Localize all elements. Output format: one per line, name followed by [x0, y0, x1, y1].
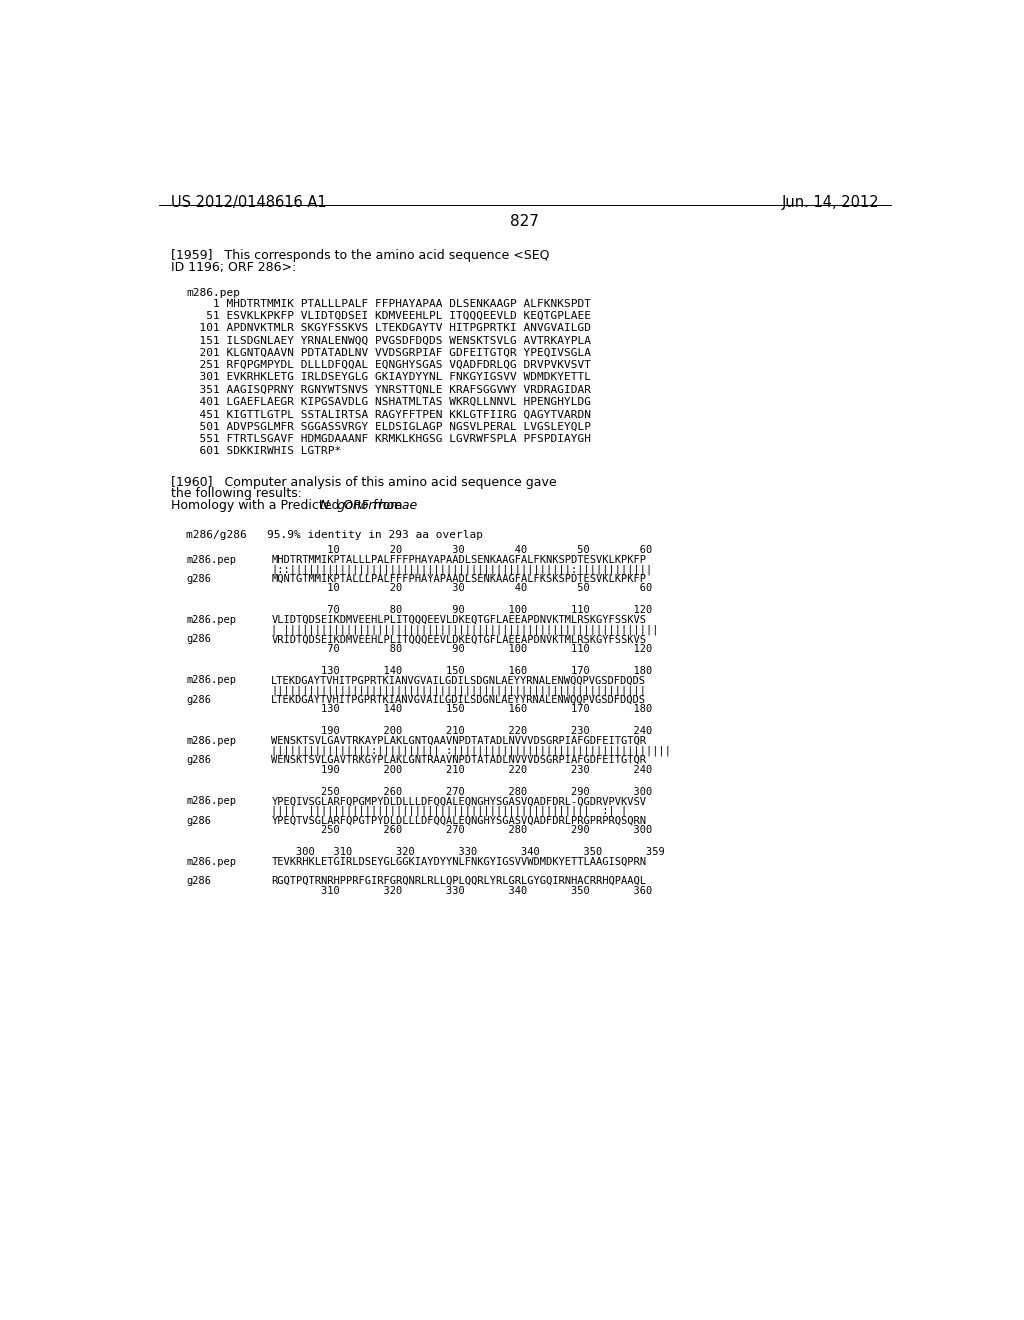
Text: ||||  |||||||||||||||||||||||||||||||||||||||||||||  :| |: |||| |||||||||||||||||||||||||||||||||||… [271, 807, 628, 817]
Text: g286: g286 [186, 876, 211, 886]
Text: m286/g286   95.9% identity in 293 aa overlap: m286/g286 95.9% identity in 293 aa overl… [186, 529, 483, 540]
Text: 351 AAGISQPRNY RGNYWTSNVS YNRSTTQNLE KRAFSGGVWY VRDRAGIDAR: 351 AAGISQPRNY RGNYWTSNVS YNRSTTQNLE KRA… [186, 385, 591, 395]
Text: Jun. 14, 2012: Jun. 14, 2012 [781, 195, 879, 210]
Text: 201 KLGNTQAAVN PDTATADLNV VVDSGRPIAF GDFEITGTQR YPEQIVSGLA: 201 KLGNTQAAVN PDTATADLNV VVDSGRPIAF GDF… [186, 348, 591, 358]
Text: 451 KIGTTLGTPL SSTALIRTSA RAGYFFTPEN KKLGTFIIRG QAGYTVARDN: 451 KIGTTLGTPL SSTALIRTSA RAGYFFTPEN KKL… [186, 409, 591, 420]
Text: g286: g286 [186, 755, 211, 766]
Text: m286.pep: m286.pep [186, 857, 237, 867]
Text: 130       140       150       160       170       180: 130 140 150 160 170 180 [271, 705, 652, 714]
Text: 151 ILSDGNLAEY YRNALENWQQ PVGSDFDQDS WENSKTSVLG AVTRKAYPLA: 151 ILSDGNLAEY YRNALENWQQ PVGSDFDQDS WEN… [186, 335, 591, 346]
Text: [1959]   This corresponds to the amino acid sequence <SEQ: [1959] This corresponds to the amino aci… [171, 249, 549, 263]
Text: 130       140       150       160       170       180: 130 140 150 160 170 180 [271, 665, 652, 676]
Text: MQNTGTMMIKPTALLLPALFFFPHAYAPAADLSENKAAGFALFKSKSPDTESVKLKPKFP: MQNTGTMMIKPTALLLPALFFFPHAYAPAADLSENKAAGF… [271, 574, 646, 583]
Text: LTEKDGAYTVHITPGPRTKIANVGVAILGDILSDGNLAEYYRNALENWQQPVGSDFDQDS: LTEKDGAYTVHITPGPRTKIANVGVAILGDILSDGNLAEY… [271, 676, 646, 685]
Text: WENSKTSVLGAVTRKAYPLAKLGNTQAAVNPDTATADLNVVVDSGRPIAFGDFEITGTQR: WENSKTSVLGAVTRKAYPLAKLGNTQAAVNPDTATADLNV… [271, 737, 646, 746]
Text: g286: g286 [186, 816, 211, 825]
Text: N. gonorrhoeae: N. gonorrhoeae [321, 499, 418, 512]
Text: 827: 827 [510, 214, 540, 228]
Text: 310       320       330       340       350       360: 310 320 330 340 350 360 [271, 886, 652, 896]
Text: YPEQTVSGLARFQPGTPYDLDLLLDFQQALEQNGHYSGASVQADFDRLPRGPRPRQSQRN: YPEQTVSGLARFQPGTPYDLDLLLDFQQALEQNGHYSGAS… [271, 816, 646, 825]
Text: 101 APDNVKTMLR SKGYFSSKVS LTEKDGAYTV HITPGPRTKI ANVGVAILGD: 101 APDNVKTMLR SKGYFSSKVS LTEKDGAYTV HIT… [186, 323, 591, 333]
Text: MHDTRTMMIKPTALLLPALFFFPHAYAPAADLSENKAAGFALFKNKSPDTESVKLKPKFP: MHDTRTMMIKPTALLLPALFFFPHAYAPAADLSENKAAGF… [271, 554, 646, 565]
Text: ||||||||||||||||||||||||||||||||||||||||||||||||||||||||||||: ||||||||||||||||||||||||||||||||||||||||… [271, 685, 646, 696]
Text: 70        80        90       100       110       120: 70 80 90 100 110 120 [271, 644, 652, 653]
Text: 250       260       270       280       290       300: 250 260 270 280 290 300 [271, 825, 652, 836]
Text: 1 MHDTRTMMIK PTALLLPALF FFPHAYAPAA DLSENKAAGP ALFKNKSPDT: 1 MHDTRTMMIK PTALLLPALF FFPHAYAPAA DLSEN… [186, 298, 591, 309]
Text: 601 SDKKIRWHIS LGTRP*: 601 SDKKIRWHIS LGTRP* [186, 446, 341, 457]
Text: the following results:: the following results: [171, 487, 302, 500]
Text: ||||||||||||||||:|||||||||| :|||||||||||||||||||||||||||||||||||: ||||||||||||||||:|||||||||| :|||||||||||… [271, 746, 672, 756]
Text: RGQTPQTRNRHPPRFGIRFGRQNRLRLLQPLQQRLYRLGRLGYGQIRNHACRRHQPAAQL: RGQTPQTRNRHPPRFGIRFGRQNRLRLLQPLQQRLYRLGR… [271, 876, 646, 886]
Text: 190       200       210       220       230       240: 190 200 210 220 230 240 [271, 764, 652, 775]
Text: 70        80        90       100       110       120: 70 80 90 100 110 120 [271, 606, 652, 615]
Text: [1960]   Computer analysis of this amino acid sequence gave: [1960] Computer analysis of this amino a… [171, 475, 556, 488]
Text: ID 1196; ORF 286>:: ID 1196; ORF 286>: [171, 261, 296, 273]
Text: 250       260       270       280       290       300: 250 260 270 280 290 300 [271, 787, 652, 797]
Text: YPEQIVSGLARFQPGMPYDLDLLLDFQQALEQNGHYSGASVQADFDRL-QGDRVPVKVSV: YPEQIVSGLARFQPGMPYDLDLLLDFQQALEQNGHYSGAS… [271, 796, 646, 807]
Text: 10        20        30        40        50        60: 10 20 30 40 50 60 [271, 583, 652, 594]
Text: 251 RFQPGMPYDL DLLLDFQQAL EQNGHYSGAS VQADFDRLQG DRVPVKVSVT: 251 RFQPGMPYDL DLLLDFQQAL EQNGHYSGAS VQA… [186, 360, 591, 370]
Text: m286.pep: m286.pep [186, 554, 237, 565]
Text: LTEKDGAYTVHITPGPRTKIANVGVAILGDILSDGNLAEYYRNALENWQQPVGSDFDQDS: LTEKDGAYTVHITPGPRTKIANVGVAILGDILSDGNLAEY… [271, 694, 646, 705]
Text: US 2012/0148616 A1: US 2012/0148616 A1 [171, 195, 327, 210]
Text: m286.pep: m286.pep [186, 615, 237, 624]
Text: |::|||||||||||||||||||||||||||||||||||||||||||||:||||||||||||: |::|||||||||||||||||||||||||||||||||||||… [271, 564, 652, 574]
Text: g286: g286 [186, 635, 211, 644]
Text: 10        20        30        40        50        60: 10 20 30 40 50 60 [271, 545, 652, 554]
Text: | ||||||||||||||||||||||||||||||||||||||||||||||||||||||||||||: | ||||||||||||||||||||||||||||||||||||||… [271, 624, 658, 635]
Text: g286: g286 [186, 574, 211, 583]
Text: g286: g286 [186, 694, 211, 705]
Text: 300   310       320       330       340       350       359: 300 310 320 330 340 350 359 [271, 847, 666, 857]
Text: m286.pep: m286.pep [186, 676, 237, 685]
Text: m286.pep: m286.pep [186, 288, 240, 298]
Text: m286.pep: m286.pep [186, 737, 237, 746]
Text: m286.pep: m286.pep [186, 796, 237, 807]
Text: 51 ESVKLKPKFP VLIDTQDSEI KDMVEEHLPL ITQQQEEVLD KEQTGPLAEE: 51 ESVKLKPKFP VLIDTQDSEI KDMVEEHLPL ITQQ… [186, 312, 591, 321]
Text: VLIDTQDSEIKDMVEEHLPLITQQQEEVLDKEQTGFLAEEAPDNVKTMLRSKGYFSSKVS: VLIDTQDSEIKDMVEEHLPLITQQQEEVLDKEQTGFLAEE… [271, 615, 646, 624]
Text: Homology with a Predicted ORF from: Homology with a Predicted ORF from [171, 499, 406, 512]
Text: 190       200       210       220       230       240: 190 200 210 220 230 240 [271, 726, 652, 737]
Text: TEVKRHKLETGIRLDSEYGLGGKIAYDYYNLFNKGYIGSVVWDMDKYETTLAAGISQPRN: TEVKRHKLETGIRLDSEYGLGGKIAYDYYNLFNKGYIGSV… [271, 857, 646, 867]
Text: VRIDTQDSEIKDMVEEHLPLITQQQEEVLDKEQTGFLAEEAPDNVKTMLRSKGYFSSKVS: VRIDTQDSEIKDMVEEHLPLITQQQEEVLDKEQTGFLAEE… [271, 635, 646, 644]
Text: WENSKTSVLGAVTRKGYPLAKLGNTRAAVNPDTATADLNVVVDSGRPIAFGDFEITGTQR: WENSKTSVLGAVTRKGYPLAKLGNTRAAVNPDTATADLNV… [271, 755, 646, 766]
Text: 501 ADVPSGLMFR SGGASSVRGY ELDSIGLAGP NGSVLPERAL LVGSLEYQLP: 501 ADVPSGLMFR SGGASSVRGY ELDSIGLAGP NGS… [186, 422, 591, 432]
Text: 551 FTRTLSGAVF HDMGDAAANF KRMKLKHGSG LGVRWFSPLA PFSPDIAYGH: 551 FTRTLSGAVF HDMGDAAANF KRMKLKHGSG LGV… [186, 434, 591, 444]
Text: 301 EVKRHKLETG IRLDSEYGLG GKIAYDYYNL FNKGYIGSVV WDMDKYETTL: 301 EVKRHKLETG IRLDSEYGLG GKIAYDYYNL FNK… [186, 372, 591, 383]
Text: 401 LGAEFLAEGR KIPGSAVDLG NSHATMLTAS WKRQLLNNVL HPENGHYLDG: 401 LGAEFLAEGR KIPGSAVDLG NSHATMLTAS WKR… [186, 397, 591, 407]
